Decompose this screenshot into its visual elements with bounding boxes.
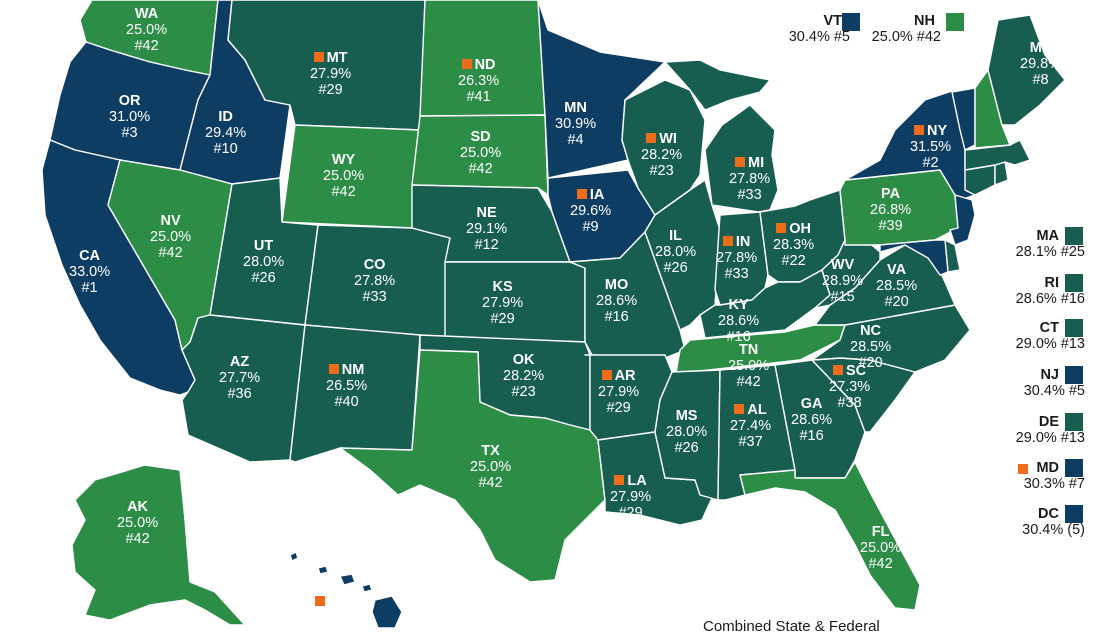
- map-pin-icon: [328, 364, 339, 374]
- label-GA: GA 28.6% #16: [791, 396, 833, 444]
- state-SD: [411, 114, 549, 196]
- label-CA: CA 33.0% #1: [69, 248, 111, 296]
- state-MA: [964, 139, 1031, 171]
- map-pin-icon: [734, 404, 745, 414]
- label-WV: WV 28.9% #15: [822, 257, 864, 305]
- callout-MD-text: MD 30.3% #7: [1023, 460, 1085, 492]
- label-KS: KS 27.9% #29: [482, 279, 524, 327]
- state-NJ: [949, 194, 976, 246]
- label-FL: FL 25.0% #42: [860, 524, 902, 572]
- label-ND: ND 26.3% #41: [458, 57, 500, 105]
- callout-CT-swatch: [1065, 319, 1083, 337]
- state-ME: [987, 14, 1066, 126]
- map-pin-icon: [461, 59, 472, 69]
- label-IN: IN 27.8% #33: [716, 234, 758, 282]
- state-AK: [71, 464, 246, 626]
- state-TN: [674, 324, 846, 379]
- callout-NJ-swatch: [1065, 366, 1083, 384]
- callout-MA-text: MA 28.1% #25: [1015, 228, 1085, 260]
- map-pin-icon: [832, 365, 843, 375]
- label-OK: OK 28.2% #23: [503, 352, 545, 400]
- state-TX: [339, 349, 606, 583]
- label-OH: OH 28.3% #22: [773, 221, 815, 269]
- callout-VT-swatch: [842, 13, 860, 31]
- state-HI: [289, 551, 403, 629]
- label-WY: WY 25.0% #42: [323, 152, 365, 200]
- state-KY: [699, 269, 831, 339]
- map-pin-icon: [722, 236, 733, 246]
- map-pin-icon: [614, 475, 625, 485]
- state-WV: [814, 234, 881, 309]
- label-OR: OR 31.0% #3: [109, 93, 151, 141]
- label-VA: VA 28.5% #20: [876, 262, 918, 310]
- label-AZ: AZ 27.7% #36: [219, 354, 261, 402]
- map-pin-icon: [313, 52, 324, 62]
- callout-MD-swatch: [1065, 459, 1083, 477]
- label-MT: MT 27.9% #29: [310, 50, 352, 98]
- label-NC: NC 28.5% #20: [850, 323, 892, 371]
- callout-RI-swatch: [1065, 274, 1083, 292]
- state-FL: [739, 461, 921, 611]
- callout-DE-text: DE 29.0% #13: [1015, 414, 1085, 446]
- label-TX: TX 25.0% #42: [470, 443, 512, 491]
- label-SD: SD 25.0% #42: [460, 129, 502, 177]
- label-HI: HI 29.4% #10: [308, 594, 350, 642]
- callout-NH-swatch: [946, 13, 964, 31]
- callout-RI-text: RI 28.6% #16: [1015, 275, 1085, 307]
- map-pin-icon: [776, 223, 787, 233]
- map-pin-icon: [646, 133, 657, 143]
- label-MS: MS 28.0% #26: [666, 408, 708, 456]
- label-ID: ID 29.4% #10: [205, 109, 247, 157]
- label-IL: IL 28.0% #26: [655, 228, 697, 276]
- label-PA: PA 26.8% #39: [870, 186, 912, 234]
- map-pin-icon: [735, 157, 745, 167]
- label-WI: WI 28.2% #23: [641, 131, 683, 179]
- map-caption: Combined State & Federal: [703, 618, 880, 635]
- label-CO: CO 27.8% #33: [354, 257, 396, 305]
- label-NY: NY 31.5% #2: [910, 123, 952, 171]
- label-LA: LA 27.9% #29: [610, 473, 652, 521]
- state-VT: [951, 87, 976, 151]
- label-UT: UT 28.0% #26: [243, 238, 285, 286]
- state-NH: [974, 69, 1011, 149]
- callout-DC-text: DC 30.4% (5): [1022, 506, 1085, 538]
- label-MI: MI 27.8% #33: [729, 155, 771, 203]
- callout-VT-text: VT 30.4% #5: [788, 13, 850, 45]
- callout-NH-text: NH 25.0% #42: [871, 13, 941, 45]
- callout-CT-text: CT 29.0% #13: [1015, 320, 1085, 352]
- label-MN: MN 30.9% #4: [555, 100, 597, 148]
- label-AK: AK 25.0% #42: [117, 499, 159, 547]
- callout-MD-marker: [1018, 464, 1028, 474]
- map-pin-icon: [314, 596, 325, 606]
- label-KY: KY 28.6% #16: [718, 297, 760, 345]
- label-SC: SC 27.3% #38: [829, 363, 871, 411]
- label-WA: WA 25.0% #42: [126, 6, 168, 54]
- state-MD: [879, 239, 949, 276]
- map-pin-icon: [913, 125, 924, 135]
- map-pin-icon: [601, 370, 612, 380]
- label-ME: ME 29.8% #8: [1020, 40, 1062, 88]
- callout-DE-swatch: [1065, 413, 1083, 431]
- label-AR: AR 27.9% #29: [598, 368, 640, 416]
- label-NM: NM 26.5% #40: [326, 362, 368, 410]
- callout-DC-swatch: [1065, 505, 1083, 523]
- label-IA: IA 29.6% #9: [570, 187, 612, 235]
- map-pin-icon: [576, 189, 587, 199]
- label-AL: AL 27.4% #37: [730, 402, 772, 450]
- label-NV: NV 25.0% #42: [150, 213, 192, 261]
- state-RI: [994, 161, 1009, 186]
- callout-NJ-text: NJ 30.4% #5: [1023, 367, 1085, 399]
- label-MO: MO 28.6% #16: [596, 277, 638, 325]
- label-NE: NE 29.1% #12: [466, 205, 508, 253]
- callout-MA-swatch: [1065, 227, 1083, 245]
- label-TN: TN 25.0% #42: [728, 342, 770, 390]
- state-NC: [811, 304, 971, 373]
